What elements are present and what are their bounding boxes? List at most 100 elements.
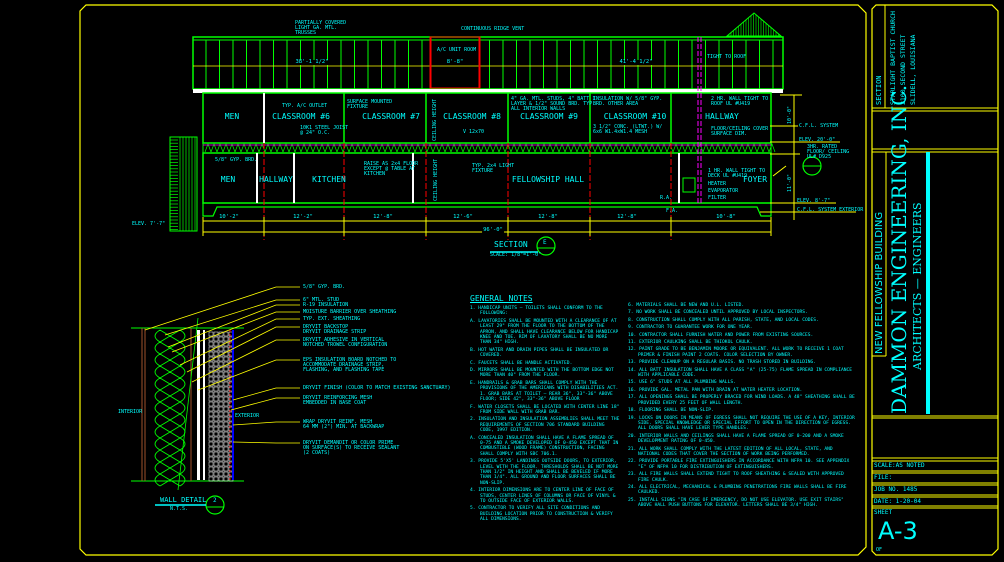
floor-truss-web (246, 143, 254, 153)
floor-truss-web (486, 143, 494, 153)
eps-cell (218, 361, 224, 367)
floor-truss-web (294, 143, 302, 153)
floor-truss-band (202, 142, 776, 154)
interior-walls (256, 93, 696, 203)
floor-truss-web (702, 143, 710, 153)
general-note: A. LAVATORIES SHALL BE MOUNTED WITH A CL… (470, 318, 619, 346)
wall-detail-label: DRYVIT BACKSTOP DRYVIT DRAINAGE STRIP (303, 325, 366, 335)
eps-cell (208, 371, 214, 377)
wall-detail-label-line: DRYVIT DEMANDIT OR COLOR PRIME (303, 440, 394, 446)
eps-cell (213, 351, 219, 357)
wall-detail-label-line: 64 MM (2") MIN. AT BACKWRAP (303, 424, 385, 430)
rated-floor-label: 3HR. RATED FLOOR/ CEILING UL# D925 (807, 144, 850, 160)
wall-detail-label-line: DRYVIT BACKSTOP (303, 324, 349, 330)
eps-cell (218, 381, 224, 387)
ceiling-height-upper: CEILING HEIGHT (432, 98, 438, 141)
job-number-field: JOB NO. 1485 (874, 486, 918, 493)
floor-truss-web (582, 143, 590, 153)
title-block-border (871, 4, 999, 556)
eps-cell (208, 376, 214, 382)
section-marker-circle (536, 236, 556, 256)
eps-cell (218, 456, 224, 462)
floor-truss-web (366, 143, 374, 153)
eps-cell (223, 416, 229, 422)
floor-truss-web (228, 143, 236, 153)
wall-detail-label-line: (2 COATS) (303, 450, 331, 456)
wall-detail-label-line: ON SURFACE(S) TO RECEIVE SEALANT (303, 445, 400, 451)
leader-line (164, 299, 300, 336)
wall-detail-label-line: NOTCHED TROWEL CONFIGURATION (303, 342, 388, 348)
floor-truss-web (312, 143, 320, 153)
floor-truss-web (438, 143, 446, 153)
leader-line (232, 441, 300, 444)
eps-cell (208, 406, 214, 412)
general-note: 15. USE 6" STUDS AT ALL PLUMBING WALLS. (628, 380, 736, 386)
floor-truss-web (546, 143, 554, 153)
eps-cell (218, 426, 224, 432)
callout-one-hr-wall: 1 HR. WALL TIGHT TO DECK UL #U419 (708, 168, 766, 179)
eps-cell (218, 461, 224, 467)
eps-cell (213, 471, 219, 477)
eps-cell (223, 476, 229, 482)
eps-cell (218, 436, 224, 442)
roof-left-dimension: 38'-1 1/2" (294, 59, 330, 65)
floor-truss-web (414, 143, 422, 153)
floor-truss-web (420, 143, 428, 153)
general-note: D. MIRRORS SHALL BE MOUNTED WITH THE BOT… (470, 368, 614, 379)
wall-detail-label: 6" MTL. STUD (303, 298, 339, 303)
floor-truss-web (570, 143, 578, 153)
leader-line (144, 286, 300, 331)
wall-detail-leaders (144, 286, 300, 444)
eps-cell (213, 336, 219, 342)
floor-truss-web (456, 143, 464, 153)
callout-raise-floor: RAISE AS 2x4 FLOOR EXCEPT @ TABLE AT KIT… (364, 161, 419, 177)
floor-truss-web (576, 143, 584, 153)
leader-line (191, 339, 300, 383)
firm-address-bar (926, 152, 930, 414)
floor-truss-web (324, 143, 332, 153)
floor-truss-web (768, 143, 776, 153)
ac-unit-room (429, 36, 481, 89)
eps-cell (213, 416, 219, 422)
eps-cell (213, 431, 219, 437)
roof-right-dimension: 41'-4 1/2" (618, 59, 654, 65)
floor-truss-web (678, 143, 686, 153)
general-note: 16. PROVIDE GAL. METAL PAN WITH DRAIN AT… (628, 387, 803, 393)
floor-truss-web (516, 143, 524, 153)
scale-field: SCALE:AS NOTED (874, 462, 925, 469)
floor-truss-web (522, 143, 530, 153)
floor-truss-web (744, 143, 752, 153)
callout-light-fixture: TYP. 2x4 LIGHT FIXTURE (472, 163, 515, 174)
eps-cell (223, 461, 229, 467)
floor-truss-web (660, 143, 668, 153)
floor-truss-web (450, 143, 458, 153)
exterior-stair (169, 136, 198, 232)
general-note: 22. PROVIDE PORTABLE FIRE EXTINGUISHERS … (628, 459, 850, 470)
floor-truss-web (534, 143, 542, 153)
eps-cell (208, 331, 214, 337)
wall-detail-label: 5/8" GYP. BRD. (303, 285, 345, 290)
wall-detail-label-line: ACCOMMODATE DRAINAGE STRIP, (303, 362, 385, 368)
room-label-upper: CLASSROOM #9 (520, 112, 578, 121)
eps-cell (218, 406, 224, 412)
floor-truss-web (588, 143, 596, 153)
leader-line (232, 421, 300, 426)
eps-cell (223, 386, 229, 392)
room-label-lower: MEN (220, 175, 236, 184)
general-note: 4. INTERIOR DIMENSIONS ARE TO CENTER LIN… (470, 488, 616, 504)
eps-cell (213, 436, 219, 442)
ac-room-dimension: 8'-8" (445, 59, 465, 65)
floor-truss-web (552, 143, 560, 153)
room-label-lower: HALLWAY (259, 175, 293, 184)
general-note: 6. MATERIALS SHALL BE NEW AND U.L. LISTE… (628, 303, 745, 308)
foundation-slab (202, 203, 772, 217)
floor-truss-web (306, 143, 314, 153)
break-line (177, 317, 199, 491)
leader-line (171, 311, 300, 353)
floor-truss-web (756, 143, 764, 153)
floor-truss-web (474, 143, 482, 153)
ridge-vent-label: CONTINUOUS RIDGE VENT (461, 26, 525, 32)
callout-outlet: TYP. A/C OUTLET (282, 103, 328, 109)
floor-truss-web (558, 143, 566, 153)
